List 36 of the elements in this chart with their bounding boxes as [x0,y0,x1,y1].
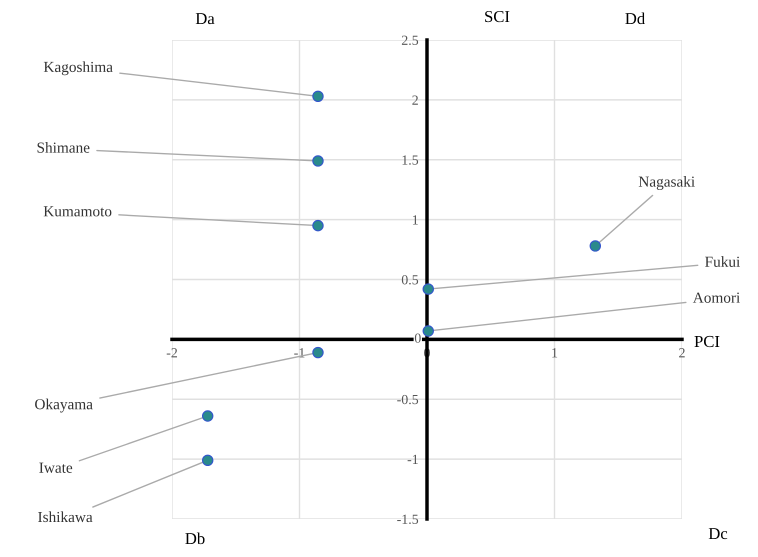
x-tick-label: 1 [552,348,558,358]
annotation: Kumamoto [44,206,112,216]
y-tick-label: 2.5 [402,36,418,46]
annotation: Nagasaki [638,176,695,190]
point [422,325,434,337]
y-tick-label: -1.5 [397,514,418,524]
x-tick-label: -2 [166,348,178,358]
annotation: Kagoshima [44,61,113,76]
x-tick-label: 2 [679,348,685,358]
annotation: Okayama [35,398,93,412]
y-axis-title: SCI [485,10,510,22]
point [312,346,324,358]
y-tick-label: 1 [412,215,418,224]
y-tick-label: -1 [408,454,418,464]
x-axis-title: PCI [694,336,720,348]
y-tick-label: 0.5 [402,275,418,285]
point [590,240,602,252]
point [312,90,324,102]
annotation: Fukui [705,256,740,267]
annotation: Ishikawa [38,511,92,522]
text: Db [185,532,205,544]
point [312,220,324,232]
text: Da [196,13,214,24]
annotation: Shimane [38,142,90,153]
text: Dd [625,12,645,24]
annotation: Aomori [692,292,740,303]
y-tick-label: -0.5 [397,394,418,404]
point [202,454,214,466]
y-tick-label: 0 [414,333,421,343]
point [312,155,324,167]
y-tick-label: 1.5 [402,155,418,165]
text: Dc [708,528,728,540]
point [422,283,434,295]
annotation: Iwate [39,462,72,473]
point [202,410,214,422]
y-tick-label: 2 [412,95,418,105]
